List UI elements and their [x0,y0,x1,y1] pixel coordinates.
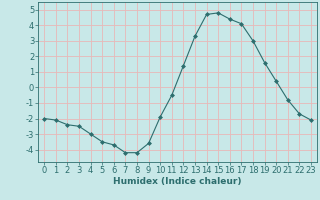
X-axis label: Humidex (Indice chaleur): Humidex (Indice chaleur) [113,177,242,186]
